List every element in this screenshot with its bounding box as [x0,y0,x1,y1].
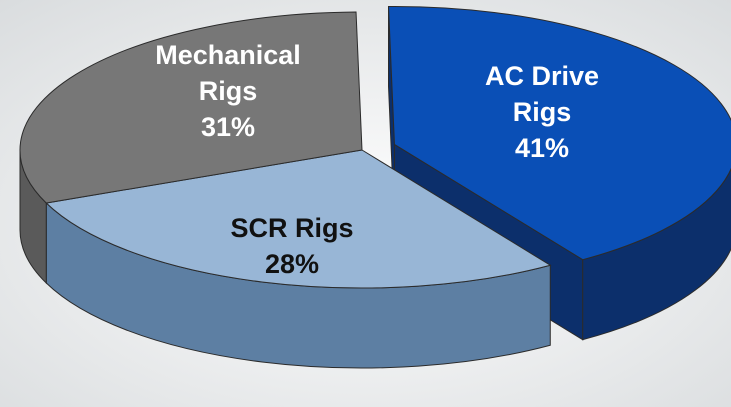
slice-top-3 [19,11,363,204]
slice-top-2 [45,149,552,289]
slice-label-2: SCR Rigs 28% [230,213,353,279]
slice-percent-label: 31% [201,112,255,142]
slice-name-label: SCR Rigs [230,213,353,243]
slice-percent-label: 41% [515,133,569,163]
slice-name-label: Rigs [513,97,572,127]
slice-name-label: Rigs [199,76,258,106]
slice-percent-label: 28% [265,249,319,279]
slice-top-1 [387,5,731,261]
slice-name-label: AC Drive [485,61,599,91]
slice-label-3: Mechanical Rigs 31% [155,40,301,142]
slice-name-label: Mechanical [155,40,301,70]
slice-label-1: AC Drive Rigs 41% [485,61,599,163]
